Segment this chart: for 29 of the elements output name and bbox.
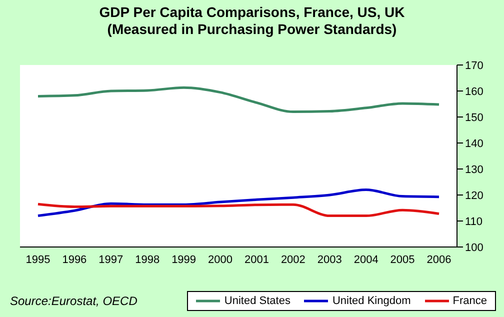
x-tick-label: 1996 bbox=[62, 254, 87, 266]
y-tick-label: 110 bbox=[465, 216, 483, 228]
line-series bbox=[36, 202, 440, 218]
x-tick-label: 2004 bbox=[354, 254, 378, 266]
y-tick-label: 170 bbox=[465, 60, 484, 72]
x-tick-label: 2001 bbox=[244, 254, 269, 266]
x-tick-label: 1999 bbox=[172, 254, 196, 266]
y-tick-label: 130 bbox=[465, 164, 484, 176]
y-tick-label: 120 bbox=[465, 190, 484, 202]
y-tick-label: 100 bbox=[465, 242, 484, 254]
x-tick-label: 1998 bbox=[135, 254, 160, 266]
x-tick-label: 1997 bbox=[98, 254, 124, 266]
y-tick-label: 150 bbox=[465, 112, 484, 124]
y-tick-label: 160 bbox=[465, 86, 484, 98]
legend-label: France bbox=[452, 295, 487, 307]
x-tick-label: 2005 bbox=[390, 254, 415, 266]
chart-subtitle: (Measured in Purchasing Power Standards) bbox=[106, 21, 398, 38]
source-note: Source:Eurostat, OECD bbox=[10, 294, 138, 308]
x-tick-label: 2003 bbox=[317, 254, 342, 266]
x-tick-label: 1995 bbox=[26, 254, 50, 266]
x-tick-label: 2002 bbox=[280, 254, 306, 266]
line-series bbox=[36, 188, 440, 218]
y-tick-label: 140 bbox=[465, 138, 484, 150]
x-tick-label: 2006 bbox=[426, 254, 452, 266]
legend-label: United Kingdom bbox=[332, 295, 411, 307]
legend-label: United States bbox=[224, 295, 290, 307]
chart-title: GDP Per Capita Comparisons, France, US, UK bbox=[98, 4, 406, 21]
x-tick-label: 2000 bbox=[208, 254, 233, 266]
line-series bbox=[36, 86, 440, 114]
